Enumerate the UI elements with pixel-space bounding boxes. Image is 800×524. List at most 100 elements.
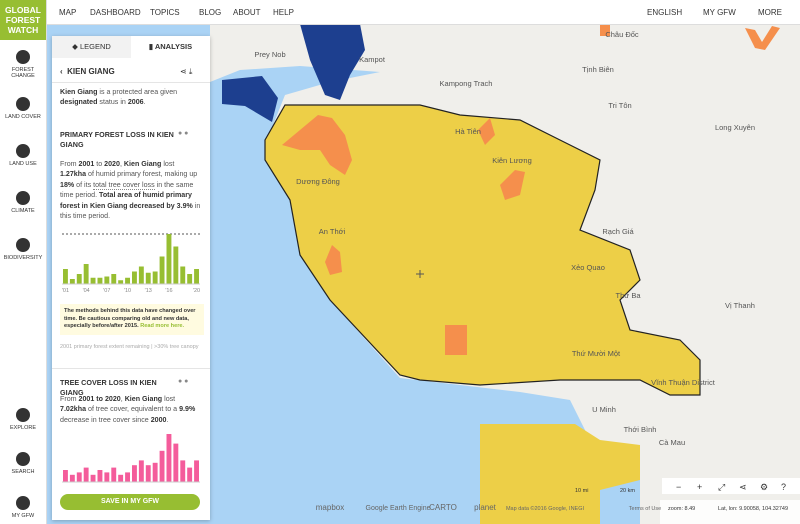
logo-line: WATCH: [7, 25, 39, 35]
bar: [152, 271, 158, 284]
description: Kien Giang is a protected area given des…: [60, 87, 202, 108]
save-button[interactable]: SAVE IN MY GFW: [60, 494, 200, 510]
sidebar-item[interactable]: MY GFW: [0, 496, 46, 519]
nav-link[interactable]: TOPICS: [150, 8, 180, 17]
place-label: Vĩnh Thuận District: [651, 378, 716, 387]
bar: [104, 472, 110, 482]
bar: [97, 470, 103, 482]
forest-patch: [282, 115, 352, 175]
nav-link[interactable]: ABOUT: [233, 8, 261, 17]
attribution: planet: [474, 503, 497, 512]
bar: [118, 280, 124, 284]
place-label: Dương Đông: [296, 177, 340, 186]
bar: [145, 465, 151, 482]
sidebar-label: CLIMATE: [11, 208, 35, 214]
text: to: [94, 160, 105, 168]
map-control[interactable]: ⚙: [760, 482, 768, 492]
place-label: Rạch Giá: [602, 227, 634, 236]
cambodia-protected-area: [222, 76, 278, 122]
widget-sentence: From 2001 to 2020, Kien Giang lost 1.27k…: [60, 159, 202, 221]
map-control[interactable]: ⋖: [739, 482, 747, 492]
sidebar-icon: [16, 452, 30, 466]
info-icons[interactable]: ● ●: [178, 130, 189, 137]
bar: [173, 246, 179, 284]
sidebar-item[interactable]: SEARCH: [0, 452, 46, 475]
scale-label: 10 mi: [575, 488, 588, 494]
nav-link[interactable]: ENGLISH: [647, 8, 683, 17]
sidebar: GLOBAL FOREST WATCH FOREST CHANGE LAND CO…: [0, 0, 47, 524]
bold-text: 2020: [104, 160, 120, 168]
bar: [76, 472, 82, 482]
bar: [63, 470, 68, 482]
bar: [125, 277, 130, 284]
separator: [52, 368, 210, 369]
protected-area: [480, 424, 640, 524]
tab-label: LEGEND: [80, 42, 111, 51]
place-label: Cà Mau: [659, 438, 685, 447]
text: total tree cover loss: [93, 180, 155, 190]
sidebar-item[interactable]: BIODIVERSITY: [0, 238, 46, 261]
note-link[interactable]: Read more here.: [140, 323, 185, 329]
nav-link[interactable]: HELP: [273, 8, 294, 17]
bar: [194, 460, 199, 482]
nav-link[interactable]: DASHBOARD: [90, 8, 141, 17]
primary-loss-chart: '01 '04 '07 '10 '13 '16 '20: [62, 233, 200, 294]
map-footer: [660, 500, 800, 524]
map-control[interactable]: −: [676, 482, 681, 492]
sidebar-item[interactable]: EXPLORE: [0, 408, 46, 431]
area-header: ‹ KIEN GIANG: [60, 67, 115, 76]
forest-patch: [600, 24, 610, 36]
bold-text: Kien Giang: [124, 395, 163, 403]
bar: [83, 467, 89, 482]
nav-link[interactable]: BLOG: [199, 8, 222, 17]
place-label: An Thới: [319, 227, 346, 236]
attribution: Google Earth Engine: [366, 505, 431, 512]
bar: [90, 474, 96, 482]
widget-sentence: From 2001 to 2020, Kien Giang lost 7.02k…: [60, 394, 202, 425]
map-controls[interactable]: [662, 478, 800, 494]
bar: [76, 274, 82, 284]
bar: [69, 474, 75, 482]
sidebar-icon: [16, 50, 30, 64]
latlon-label: Lat, lon: 9.90058, 104.32749: [718, 506, 788, 512]
text: of humid primary forest, making up: [86, 170, 198, 179]
x-tick-label: '01: [62, 288, 69, 294]
map-control[interactable]: ?: [781, 482, 786, 492]
bold-text: Kien Giang: [60, 88, 98, 96]
tab[interactable]: ◆ LEGEND: [52, 36, 131, 58]
bold-text: 9.9%: [179, 405, 196, 414]
sidebar-item[interactable]: LAND USE: [0, 144, 46, 167]
share-icon[interactable]: ⋖ ⤓: [180, 67, 193, 76]
nav-link[interactable]: MAP: [59, 8, 77, 17]
place-label: Kiên Lương: [492, 156, 532, 165]
sidebar-icon: [16, 144, 30, 158]
bar: [180, 460, 186, 482]
x-tick-label: '10: [124, 288, 131, 294]
bar: [180, 266, 186, 284]
text: ,: [119, 160, 124, 168]
bold-text: 2001: [78, 160, 95, 168]
area-title: KIEN GIANG: [67, 67, 115, 76]
tab[interactable]: ▮ ANALYSIS: [148, 42, 193, 51]
place-label: Tịnh Biên: [582, 65, 614, 74]
text: .: [166, 415, 169, 424]
sidebar-item[interactable]: FOREST CHANGE: [0, 50, 46, 79]
sidebar-label: FOREST CHANGE: [11, 67, 35, 79]
logo[interactable]: GLOBAL FOREST WATCH: [0, 0, 46, 40]
nav-link[interactable]: MY GFW: [703, 8, 736, 17]
sidebar-label: SEARCH: [11, 469, 35, 475]
bar: [132, 465, 137, 482]
place-label: Vị Thanh: [725, 301, 755, 310]
bar: [173, 443, 179, 482]
sidebar-item[interactable]: CLIMATE: [0, 191, 46, 214]
sidebar-icon: [16, 191, 30, 205]
sidebar-icon: [16, 97, 30, 111]
info-icons[interactable]: ● ●: [178, 378, 189, 385]
attribution: Terms of Use: [629, 506, 661, 512]
map-control[interactable]: +: [697, 482, 702, 492]
bar: [187, 467, 193, 482]
map-control[interactable]: ⤢: [717, 482, 725, 492]
sidebar-item[interactable]: LAND COVER: [0, 97, 46, 120]
nav-link[interactable]: MORE: [758, 8, 782, 17]
